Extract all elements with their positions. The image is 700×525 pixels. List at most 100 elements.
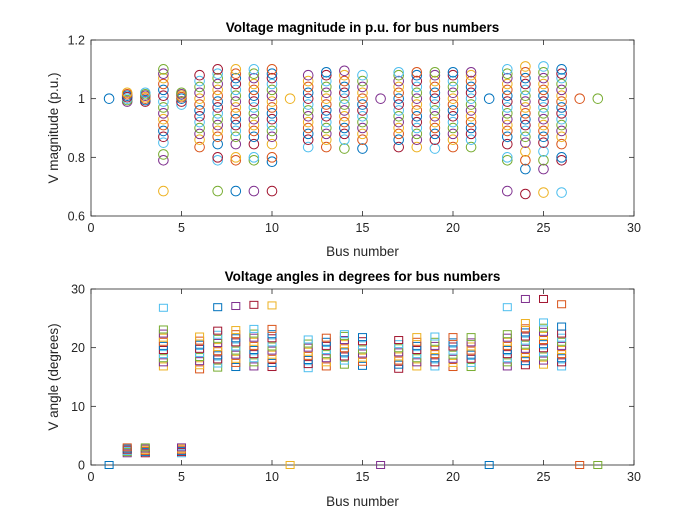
data-point [538, 146, 549, 157]
data-point [447, 66, 459, 78]
data-point [249, 337, 259, 346]
data-point [394, 364, 404, 373]
data-point [213, 338, 223, 347]
data-point [447, 128, 459, 140]
data-point [393, 99, 405, 110]
data-point [158, 102, 169, 113]
data-point [520, 348, 530, 357]
data-point [411, 69, 423, 81]
data-point [502, 78, 513, 90]
angle-plot-area [90, 288, 635, 466]
data-point [465, 66, 477, 78]
data-point [267, 346, 277, 355]
data-point [429, 105, 441, 116]
data-point [194, 99, 205, 110]
data-point [176, 99, 187, 110]
data-point [195, 348, 205, 357]
data-point [249, 333, 259, 342]
data-point [411, 110, 423, 122]
data-point [321, 69, 332, 81]
data-point [249, 324, 259, 333]
data-point [231, 358, 241, 367]
data-point [430, 346, 440, 355]
data-point [520, 125, 531, 137]
data-point [339, 134, 350, 146]
data-point [266, 78, 278, 90]
data-point [230, 68, 242, 80]
data-point [375, 93, 386, 104]
data-point [429, 134, 441, 146]
data-point [302, 87, 314, 99]
data-point [557, 333, 567, 342]
data-point [393, 87, 405, 99]
data-point [357, 81, 368, 93]
data-point [502, 90, 513, 102]
data-point [121, 87, 133, 99]
data-point [194, 128, 205, 140]
data-point [411, 116, 423, 128]
data-point [266, 90, 278, 102]
y-tick-label: 10 [71, 400, 85, 414]
x-tick-label: 30 [627, 470, 641, 484]
data-point [447, 93, 459, 104]
data-point [302, 110, 314, 122]
data-point [520, 328, 530, 337]
data-point [303, 335, 313, 344]
data-point [357, 116, 368, 128]
data-point [465, 93, 477, 104]
data-point [393, 81, 405, 93]
data-point [411, 87, 423, 99]
data-point [411, 99, 423, 110]
data-point [358, 337, 367, 346]
data-point [358, 341, 367, 350]
data-point [538, 163, 549, 175]
data-point [248, 185, 260, 197]
data-point [302, 116, 314, 128]
x-tick-label: 20 [446, 221, 460, 235]
data-point [483, 93, 495, 104]
data-point [122, 443, 132, 452]
data-point [411, 66, 423, 78]
data-point [520, 336, 530, 345]
data-point [249, 358, 259, 367]
data-point [538, 96, 549, 107]
data-point [321, 110, 332, 122]
data-point [230, 138, 242, 150]
data-point [321, 81, 332, 93]
data-point [447, 69, 459, 81]
data-point [321, 337, 331, 346]
magnitude-ticks: 0 5 10 15 20 25 30 0.6 0.8 1 1.2 [68, 34, 641, 236]
data-point [393, 128, 405, 140]
data-point [412, 358, 422, 367]
data-point [520, 357, 530, 366]
data-point [358, 333, 367, 342]
magnitude-y-axis-label: V magnitude (p.u.) [46, 72, 61, 183]
data-point [303, 364, 313, 373]
data-point [249, 341, 259, 350]
data-point [447, 75, 459, 87]
y-tick-label: 30 [71, 283, 85, 297]
data-point [176, 96, 187, 107]
data-point [538, 187, 549, 198]
data-point [158, 303, 168, 312]
data-point [429, 99, 441, 110]
data-point [538, 90, 549, 102]
data-point [448, 333, 458, 342]
x-tick-label: 5 [178, 470, 185, 484]
angle-x-axis-label: Bus number [326, 494, 399, 509]
data-point [158, 149, 169, 160]
data-point [502, 337, 512, 346]
data-point [339, 340, 349, 349]
data-point [520, 188, 531, 200]
data-point [556, 64, 567, 75]
data-point [266, 68, 278, 80]
data-point [466, 333, 476, 342]
x-tick-label: 25 [537, 470, 551, 484]
data-point [429, 81, 441, 93]
data-point [502, 125, 513, 137]
data-point [230, 131, 242, 143]
data-point [302, 75, 314, 87]
data-point [195, 344, 205, 353]
data-point [230, 78, 242, 90]
data-point [465, 75, 477, 87]
